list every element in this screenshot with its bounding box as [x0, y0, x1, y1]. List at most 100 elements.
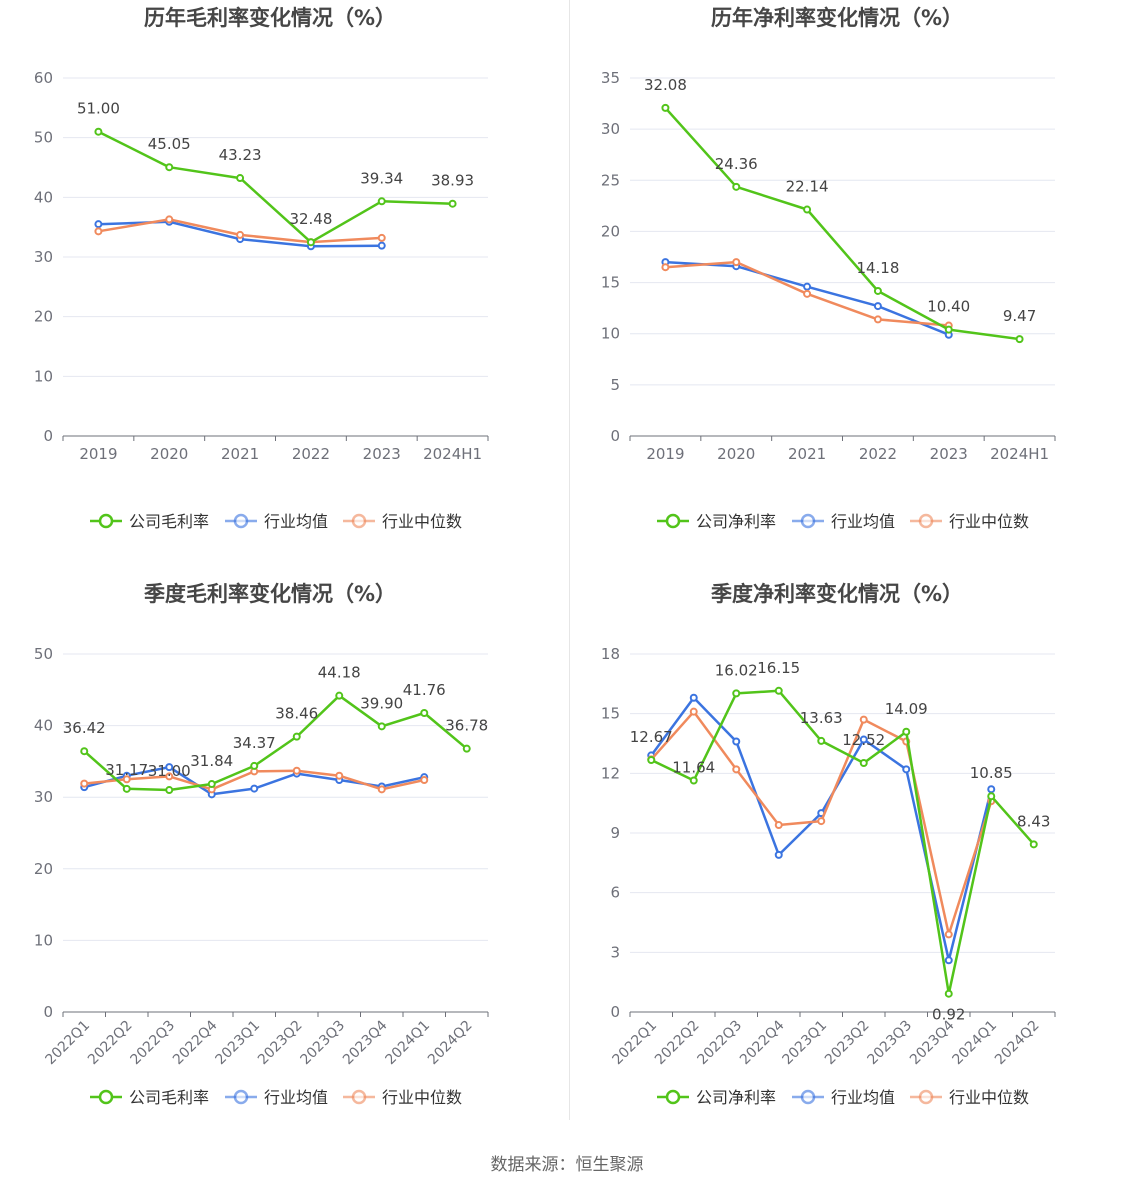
- quarterly-net-data-label: 16.02: [715, 661, 758, 679]
- quarterly-net-xtick-label: 2024Q1: [949, 1018, 1000, 1069]
- annual-gross-legend-label: 行业中位数: [382, 512, 462, 531]
- quarterly-gross-legend-item-median[interactable]: 行业中位数: [343, 1088, 462, 1107]
- quarterly-gross-ytick-label: 30: [34, 788, 53, 806]
- annual-net-company-point: [803, 205, 812, 214]
- quarterly-gross-xtick-label: 2023Q1: [212, 1018, 263, 1069]
- quarterly-net-company-point: [944, 989, 953, 998]
- annual-gross-legend-item-median[interactable]: 行业中位数: [343, 512, 462, 531]
- annual-net-company-line: [664, 107, 1020, 341]
- quarterly-net-chart: 季度净利率变化情况（%） 0 3 6 9 12 15 18 2022Q12022Q22022Q3…: [601, 582, 1056, 1107]
- quarterly-gross-legend-label: 公司毛利率: [129, 1088, 209, 1107]
- annual-gross-avg-point: [377, 241, 386, 250]
- quarterly-net-panel: 季度净利率变化情况（%） 0 3 6 9 12 15 18 2022Q1 2022Q2 2022Q3…: [567, 576, 1134, 1152]
- annual-net-company-point: [873, 286, 882, 295]
- annual-net-legend-item-company[interactable]: 公司净利率: [657, 512, 776, 531]
- quarterly-gross-median-point: [335, 771, 344, 780]
- annual-gross-chart: 历年毛利率变化情况（%） 0 10 20 30 40 50 60 2019 2020 2021 202…: [34, 6, 489, 531]
- annual-gross-company-point: [94, 127, 103, 136]
- annual-gross-median-point: [165, 215, 174, 224]
- annual-net-data-label: 22.14: [786, 178, 829, 196]
- quarterly-net-legend-item-median[interactable]: 行业中位数: [910, 1088, 1029, 1107]
- annual-gross-legend-swatch-marker: [98, 513, 114, 529]
- quarterly-gross-data-label: 36.78: [445, 717, 488, 735]
- quarterly-gross-data-label: 31.00: [148, 762, 191, 780]
- quarterly-gross-company-point: [122, 784, 131, 793]
- annual-gross-data-label: 32.48: [289, 210, 332, 228]
- annual-net-ytick-label: 20: [601, 222, 620, 240]
- quarterly-net-xtick-label: 2022Q4: [737, 1017, 788, 1068]
- quarterly-net-median-point: [689, 707, 698, 716]
- annual-gross-ytick-label: 0: [43, 427, 53, 445]
- annual-gross-xtick-label: 2020: [150, 445, 188, 463]
- quarterly-gross-xtick-label: 2024Q2: [425, 1018, 476, 1069]
- quarterly-gross-data-label: 44.18: [318, 664, 361, 682]
- quarterly-net-legend-label: 公司净利率: [696, 1088, 776, 1107]
- quarterly-net-xtick-label: 2022Q3: [694, 1018, 745, 1069]
- annual-net-avg-point: [803, 282, 812, 291]
- quarterly-gross-ytick-label: 0: [43, 1003, 53, 1021]
- quarterly-net-median-point: [732, 765, 741, 774]
- data-source: 数据来源：恒生聚源: [0, 1150, 1134, 1175]
- annual-gross-legend-swatch-marker: [351, 513, 367, 529]
- quarterly-net-median-point: [944, 930, 953, 939]
- annual-net-legend-label: 行业中位数: [949, 512, 1029, 531]
- annual-gross-panel: 历年毛利率变化情况（%） 0 10 20 30 40 50 60 2019 2020 2021 202…: [0, 0, 567, 576]
- quarterly-net-avg-point: [859, 735, 868, 744]
- annual-net-legend-swatch-marker: [918, 513, 934, 529]
- quarterly-gross-company-point: [420, 708, 429, 717]
- quarterly-net-xtick-label: 2023Q2: [822, 1018, 873, 1069]
- annual-gross-xtick-label: 2022: [292, 445, 330, 463]
- annual-net-legend-item-avg[interactable]: 行业均值: [792, 512, 895, 531]
- quarterly-gross-legend-swatch-marker: [351, 1089, 367, 1105]
- quarterly-net-legend-item-company[interactable]: 公司净利率: [657, 1088, 776, 1107]
- quarterly-gross-legend-item-company[interactable]: 公司毛利率: [90, 1088, 209, 1107]
- quarterly-gross-company-point: [292, 732, 301, 741]
- quarterly-net-legend-item-avg[interactable]: 行业均值: [792, 1088, 895, 1107]
- annual-gross-xtick-label: 2021: [221, 445, 259, 463]
- annual-net-legend-label: 行业均值: [831, 512, 895, 531]
- annual-net-company-point: [1015, 335, 1024, 344]
- annual-net-data-label: 10.40: [927, 298, 970, 316]
- annual-gross-legend-label: 公司毛利率: [129, 512, 209, 531]
- annual-net-avg-point: [873, 302, 882, 311]
- annual-net-ytick-label: 10: [601, 325, 620, 343]
- quarterly-gross-xtick-label: 2023Q4: [340, 1017, 391, 1068]
- quarterly-gross-title: 季度毛利率变化情况（%）: [144, 582, 396, 606]
- quarterly-gross-company-point: [335, 691, 344, 700]
- quarterly-gross-median-point: [122, 775, 131, 784]
- quarterly-net-xtick-label: 2023Q4: [907, 1017, 958, 1068]
- quarterly-gross-legend-item-avg[interactable]: 行业均值: [225, 1088, 328, 1107]
- quarterly-net-title: 季度净利率变化情况（%）: [711, 582, 963, 606]
- annual-gross-legend-item-company[interactable]: 公司毛利率: [90, 512, 209, 531]
- quarterly-gross-data-label: 36.42: [63, 719, 106, 737]
- annual-gross-company-point: [165, 163, 174, 172]
- quarterly-net-data-label: 0.92: [932, 1006, 965, 1024]
- annual-gross-data-label: 38.93: [431, 172, 474, 190]
- annual-gross-ytick-label: 30: [34, 248, 53, 266]
- quarterly-net-avg-point: [774, 850, 783, 859]
- quarterly-net-data-label: 12.67: [630, 728, 673, 746]
- quarterly-net-legend-swatch-marker: [665, 1089, 681, 1105]
- annual-gross-company-point: [448, 199, 457, 208]
- quarterly-gross-data-label: 34.37: [233, 734, 276, 752]
- annual-net-xtick-label: 2022: [859, 445, 897, 463]
- annual-net-legend-item-median[interactable]: 行业中位数: [910, 512, 1029, 531]
- quarterly-gross-median-point: [377, 785, 386, 794]
- quarterly-net-data-label: 14.09: [885, 700, 928, 718]
- annual-net-median-point: [661, 263, 670, 272]
- annual-gross-ytick-label: 40: [34, 188, 53, 206]
- panel-divider: [569, 0, 570, 1120]
- annual-net-company-point: [732, 182, 741, 191]
- annual-net-median-point: [732, 258, 741, 267]
- annual-gross-legend-item-avg[interactable]: 行业均值: [225, 512, 328, 531]
- annual-net-legend-swatch-marker: [665, 513, 681, 529]
- annual-net-data-label: 32.08: [644, 76, 687, 94]
- annual-net-xtick-label: 2019: [646, 445, 684, 463]
- quarterly-gross-data-label: 31.84: [190, 752, 233, 770]
- annual-net-ytick-label: 5: [610, 376, 620, 394]
- annual-net-company-point: [661, 103, 670, 112]
- quarterly-gross-xtick-label: 2023Q3: [297, 1018, 348, 1069]
- annual-net-xtick-label: 2021: [788, 445, 826, 463]
- annual-net-ytick-label: 35: [601, 69, 620, 87]
- quarterly-net-data-label: 13.63: [800, 709, 843, 727]
